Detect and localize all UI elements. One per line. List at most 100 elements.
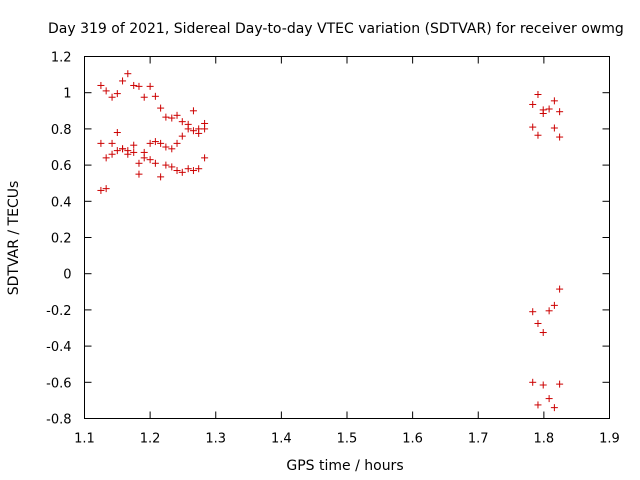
y-axis-ticks: -0.8 -0.6 -0.4 -0.2 0 0.2 0.4 0.6 0.8 1 1.2	[46, 51, 610, 428]
x-tick-label: 1.5	[337, 432, 358, 447]
chart-title: Day 319 of 2021, Sidereal Day-to-day VTE…	[48, 21, 624, 37]
data-point	[168, 145, 176, 153]
y-tick-label: 1	[63, 87, 71, 102]
data-point	[201, 125, 209, 133]
data-point	[162, 161, 170, 169]
data-point	[173, 139, 181, 147]
y-tick-label: -0.2	[46, 304, 71, 319]
data-point	[534, 401, 542, 409]
data-point	[189, 127, 197, 135]
data-point	[556, 380, 564, 388]
y-tick-label: 0.8	[51, 123, 72, 138]
data-point	[556, 285, 564, 293]
data-point	[97, 139, 105, 147]
data-point	[113, 90, 121, 98]
data-point	[146, 156, 154, 164]
data-point	[539, 381, 547, 389]
data-point	[529, 100, 537, 108]
data-point	[173, 111, 181, 119]
data-point	[189, 167, 197, 175]
data-point	[168, 114, 176, 122]
x-tick-label: 1.4	[271, 432, 292, 447]
data-point	[550, 97, 558, 105]
y-tick-label: 0.2	[51, 232, 72, 247]
y-tick-label: 0.6	[51, 159, 72, 174]
data-point	[178, 118, 186, 126]
data-point	[146, 139, 154, 147]
data-point	[189, 107, 197, 115]
data-point	[550, 404, 558, 412]
data-point	[151, 159, 159, 167]
x-tick-label: 1.2	[140, 432, 161, 447]
data-point	[140, 148, 148, 156]
data-point	[108, 150, 116, 158]
y-tick-label: 1.2	[51, 51, 72, 66]
data-point	[545, 307, 553, 315]
data-point	[534, 91, 542, 99]
data-point	[140, 93, 148, 101]
data-point	[556, 108, 564, 116]
data-point	[550, 301, 558, 309]
x-axis-ticks: 1.1 1.2 1.3 1.4 1.5 1.6 1.7 1.8 1.9	[74, 56, 620, 447]
data-point	[545, 105, 553, 113]
data-point	[545, 395, 553, 403]
data-point	[119, 145, 127, 153]
data-point	[108, 139, 116, 147]
data-point	[539, 110, 547, 118]
y-tick-label: -0.6	[46, 376, 71, 391]
data-point	[157, 104, 165, 112]
data-points	[97, 70, 564, 412]
data-point	[157, 173, 165, 181]
data-point	[97, 186, 105, 194]
data-point	[157, 139, 165, 147]
x-tick-label: 1.8	[534, 432, 555, 447]
y-tick-label: 0.4	[51, 195, 72, 210]
data-point	[184, 125, 192, 133]
data-point	[178, 168, 186, 176]
y-axis-label: SDTVAR / TECUs	[6, 181, 22, 296]
data-point	[556, 133, 564, 141]
x-tick-label: 1.6	[402, 432, 423, 447]
data-point	[529, 123, 537, 131]
data-point	[162, 143, 170, 151]
data-point	[151, 92, 159, 100]
x-tick-label: 1.7	[468, 432, 489, 447]
data-point	[162, 113, 170, 121]
data-point	[168, 163, 176, 171]
data-point	[135, 82, 143, 90]
data-point	[97, 81, 105, 89]
data-point	[102, 154, 110, 162]
x-tick-label: 1.1	[74, 432, 95, 447]
y-tick-label: -0.4	[46, 340, 71, 355]
data-point	[130, 141, 138, 149]
data-point	[130, 148, 138, 156]
data-point	[113, 129, 121, 137]
data-point	[151, 138, 159, 146]
data-point	[130, 81, 138, 89]
data-point	[146, 82, 154, 90]
data-point	[124, 150, 132, 158]
data-point	[539, 329, 547, 337]
data-point	[178, 132, 186, 140]
data-point	[135, 159, 143, 167]
data-point	[529, 308, 537, 316]
y-tick-label: -0.8	[46, 413, 71, 428]
data-point	[201, 154, 209, 162]
x-axis-label: GPS time / hours	[286, 458, 403, 474]
data-point	[550, 124, 558, 132]
data-point	[124, 70, 132, 78]
data-point	[135, 170, 143, 178]
data-point	[195, 125, 203, 133]
data-point	[534, 131, 542, 139]
data-point	[119, 77, 127, 85]
data-point	[102, 185, 110, 193]
data-point	[113, 147, 121, 155]
x-tick-label: 1.3	[205, 432, 226, 447]
data-point	[534, 319, 542, 327]
data-point	[108, 93, 116, 101]
data-point	[529, 378, 537, 386]
data-point	[184, 165, 192, 173]
